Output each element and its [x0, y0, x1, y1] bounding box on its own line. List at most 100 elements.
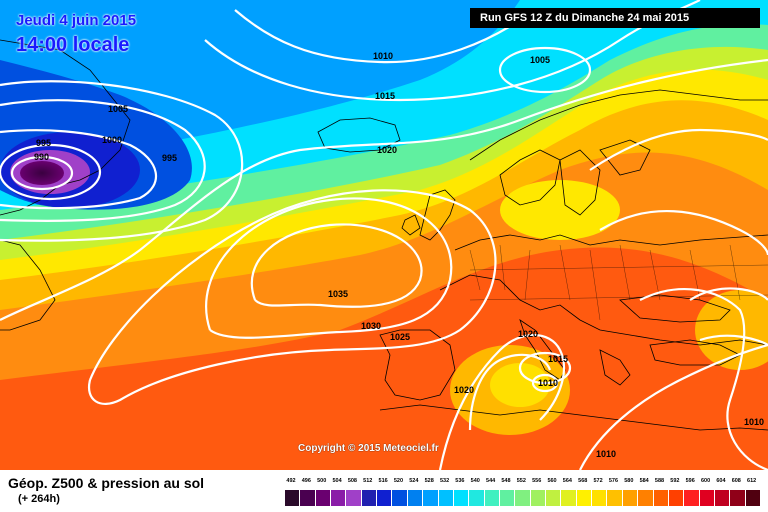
forecast-hour: (+ 264h)	[18, 493, 60, 505]
date-title: Jeudi 4 juin 2015	[16, 12, 137, 29]
scale-label: 584	[639, 478, 649, 484]
borders	[469, 244, 768, 321]
weather-map: 995 990 1005 1000 995 1010 1015 1005 102…	[0, 0, 768, 470]
norway-south-coast	[499, 149, 561, 206]
scale-swatch	[668, 490, 684, 506]
scale-swatch	[499, 490, 515, 506]
isobar-label: 1025	[390, 332, 410, 342]
scale-swatch	[438, 490, 453, 506]
scale-label: 524	[409, 478, 419, 484]
scale-label: 516	[378, 478, 388, 484]
isobar-label: 1010	[744, 417, 764, 427]
isobar-label: 1020	[454, 385, 474, 395]
finland-coast	[599, 139, 651, 176]
isobar-1005-north	[498, 46, 592, 94]
scale-swatch	[515, 490, 530, 506]
isobar-1010-south	[579, 343, 768, 470]
scale-swatch	[607, 490, 622, 506]
color-scale	[285, 490, 761, 506]
time-title: 14:00 locale	[16, 34, 130, 56]
scale-label: 520	[393, 478, 404, 484]
scale-swatch	[361, 490, 377, 506]
isobar-label: 1015	[548, 354, 568, 364]
scale-swatch	[592, 490, 607, 506]
scale-swatch	[714, 490, 730, 506]
scale-label: 608	[731, 478, 741, 484]
iberia-coast	[379, 329, 456, 401]
isobar-1020-south	[438, 334, 565, 470]
greece-coast	[599, 349, 631, 386]
scale-label: 592	[670, 478, 680, 484]
isobar-995-inner	[0, 143, 102, 201]
scale-swatch	[576, 490, 592, 506]
isobar-east-south	[639, 288, 768, 470]
legend-panel: Géop. Z500 & pression au sol (+ 264h) 49…	[0, 470, 768, 512]
greenland-coast	[0, 39, 131, 216]
sweden-coast	[559, 149, 601, 216]
isobar-995-outer	[0, 99, 206, 222]
scale-label: 528	[424, 478, 434, 484]
scale-label: 512	[363, 478, 373, 484]
scale-swatch	[638, 490, 653, 506]
legend-title: Géop. Z500 & pression au sol	[8, 475, 205, 491]
copyright: Copyright © 2015 Meteociel.fr	[298, 443, 439, 454]
scale-label: 552	[516, 478, 526, 484]
isobars	[0, 0, 768, 470]
isobar-label: 1010	[538, 378, 558, 388]
isobar-label: 1010	[373, 51, 393, 61]
scale-swatch	[653, 490, 668, 506]
isobar-1035	[250, 223, 423, 308]
scandinavia-north-coast	[469, 89, 768, 161]
north-africa-coast	[379, 404, 768, 431]
scale-label: 564	[562, 478, 572, 484]
isobar-label: 1030	[361, 321, 381, 331]
scale-swatch	[331, 490, 346, 506]
isobar-scandinavia	[589, 128, 768, 171]
med-cool-core	[490, 363, 550, 407]
scale-label: 492	[286, 478, 296, 484]
scale-label: 596	[685, 478, 695, 484]
scale-label: 504	[332, 478, 342, 484]
scale-swatch	[392, 490, 407, 506]
scale-swatch	[469, 490, 484, 506]
scale-label: 580	[624, 478, 634, 484]
isobar-label: 1020	[518, 329, 538, 339]
scale-swatch	[530, 490, 546, 506]
isobar-label: 1010	[596, 449, 616, 459]
color-scale-labels: 492 496 500 504 508 512 516 520 524 528 532 536 540 5…	[285, 478, 761, 488]
continent-south-coast	[439, 274, 768, 346]
scale-label: 540	[470, 478, 480, 484]
isobar-east	[689, 287, 768, 346]
isobar-1005	[0, 80, 244, 242]
scale-label: 556	[532, 478, 542, 484]
isobar-1000	[0, 129, 158, 210]
scale-label: 604	[716, 478, 726, 484]
scale-label: 600	[700, 478, 711, 484]
scale-swatch	[546, 490, 561, 506]
iceland-coast	[317, 117, 401, 153]
scale-label: 560	[547, 478, 557, 484]
scale-label: 576	[608, 478, 619, 484]
isobar-label: 1015	[375, 91, 395, 101]
isobar-1010-north	[234, 9, 521, 64]
isobar-1010-med	[531, 373, 559, 393]
scale-swatch	[407, 490, 423, 506]
scale-label: 532	[439, 478, 450, 484]
scale-label: 496	[301, 478, 311, 484]
scale-label: 536	[455, 478, 465, 484]
turkey-coast	[649, 339, 741, 366]
scale-swatch	[699, 490, 714, 506]
isobar-label: 995	[36, 138, 51, 148]
black-sea-coast	[619, 294, 731, 323]
scale-swatch	[453, 490, 469, 506]
scale-label: 548	[501, 478, 511, 484]
scale-label: 568	[578, 478, 588, 484]
continent-north-coast	[454, 234, 768, 251]
isobar-1030	[205, 197, 453, 339]
isobar-label: 1020	[377, 145, 397, 155]
ireland-coast	[401, 214, 421, 236]
isobar-label: 995	[162, 153, 177, 163]
scale-swatch	[730, 490, 745, 506]
scale-swatch	[484, 490, 499, 506]
